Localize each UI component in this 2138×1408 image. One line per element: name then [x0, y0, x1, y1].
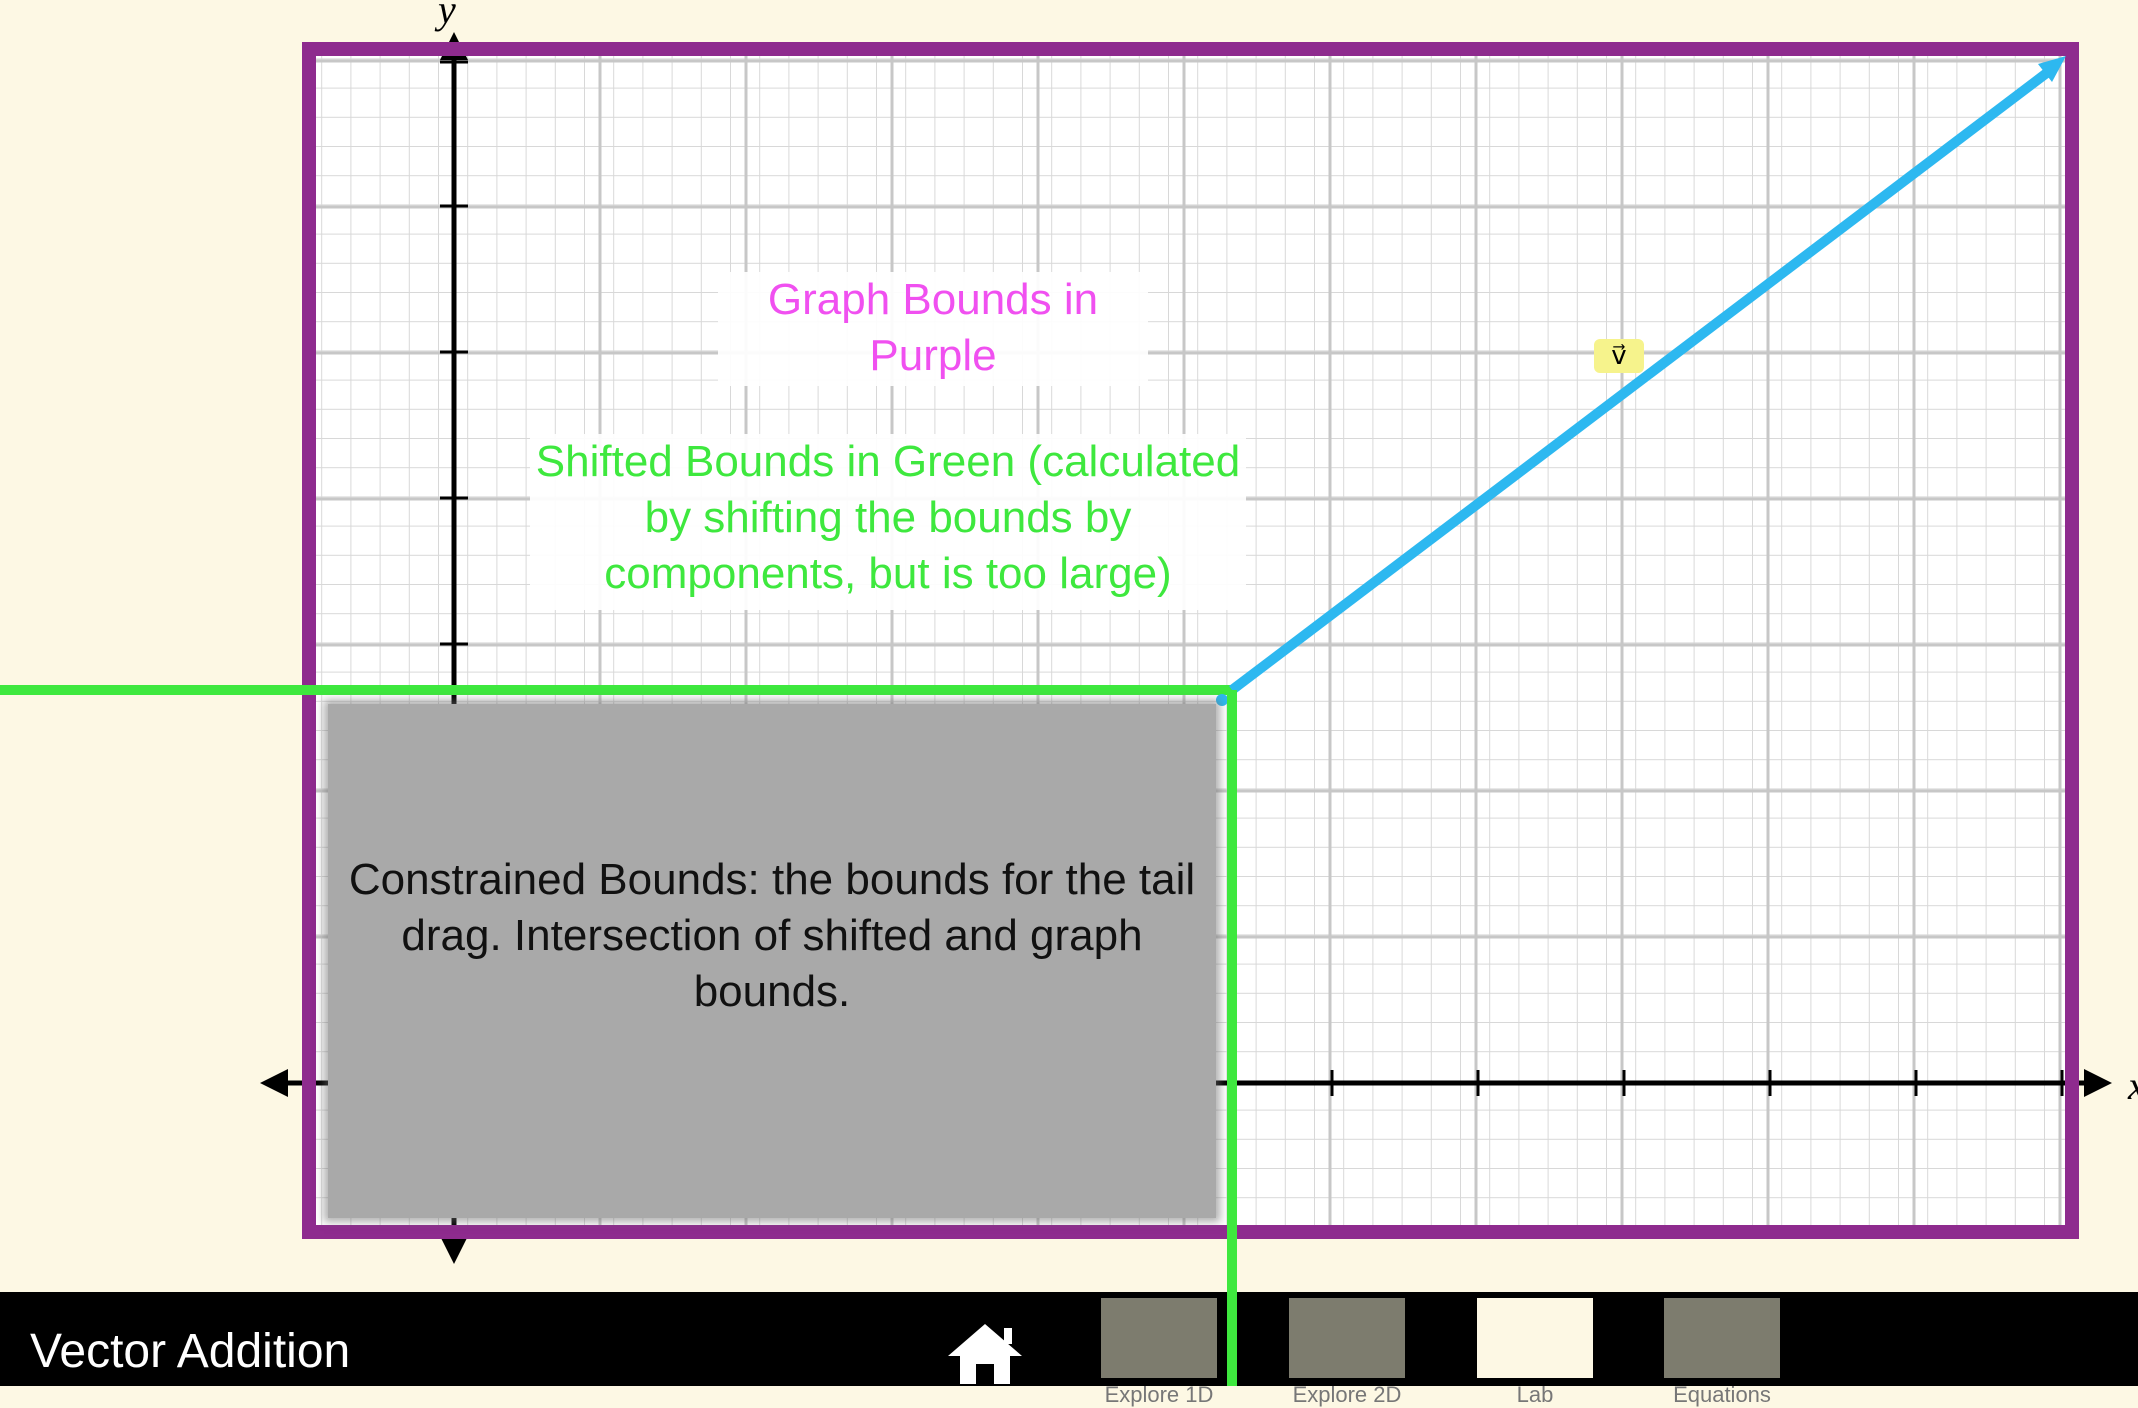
y-axis-bottom-arrow-icon [440, 1236, 468, 1264]
major-grid [310, 52, 2066, 1228]
shifted-bounds-annotation: Shifted Bounds in Green (calculated by s… [530, 434, 1246, 610]
x-axis-right-arrow-icon [2084, 1069, 2112, 1097]
vector-arrow-head-icon[interactable] [2038, 56, 2066, 82]
vector-tail-handle[interactable] [1216, 694, 1228, 706]
constrained-bounds-box: Constrained Bounds: the bounds for the t… [328, 704, 1216, 1218]
home-button[interactable] [946, 1320, 1024, 1386]
graph-bounds-outline [302, 42, 2079, 1239]
screen-button-equations[interactable]: Equations [1664, 1298, 1780, 1407]
vector-arrow-body[interactable] [1228, 68, 2052, 694]
y-axis-label: y [438, 0, 456, 32]
app-title: Vector Addition [30, 1325, 351, 1378]
screen-button-lab[interactable]: Lab [1477, 1298, 1593, 1407]
navigation-bar: Vector Addition Explore 1D Explore 2D La… [0, 1292, 2138, 1407]
constrained-bounds-annotation: Constrained Bounds: the bounds for the t… [348, 855, 1196, 1016]
screen-button-explore-2d[interactable]: Explore 2D [1289, 1298, 1405, 1407]
graph-area [310, 52, 2066, 1228]
graph-bounds-annotation: Graph Bounds in Purple [718, 272, 1148, 386]
x-axis-label: x [2128, 1062, 2138, 1109]
x-axis-left-arrow-icon [260, 1069, 288, 1097]
screen-button-explore-1d[interactable]: Explore 1D [1101, 1298, 1217, 1407]
shifted-bounds-right-edge [1227, 690, 1237, 1386]
home-icon [948, 1324, 1022, 1384]
vector-label-badge: v⃗ [1594, 339, 1644, 373]
